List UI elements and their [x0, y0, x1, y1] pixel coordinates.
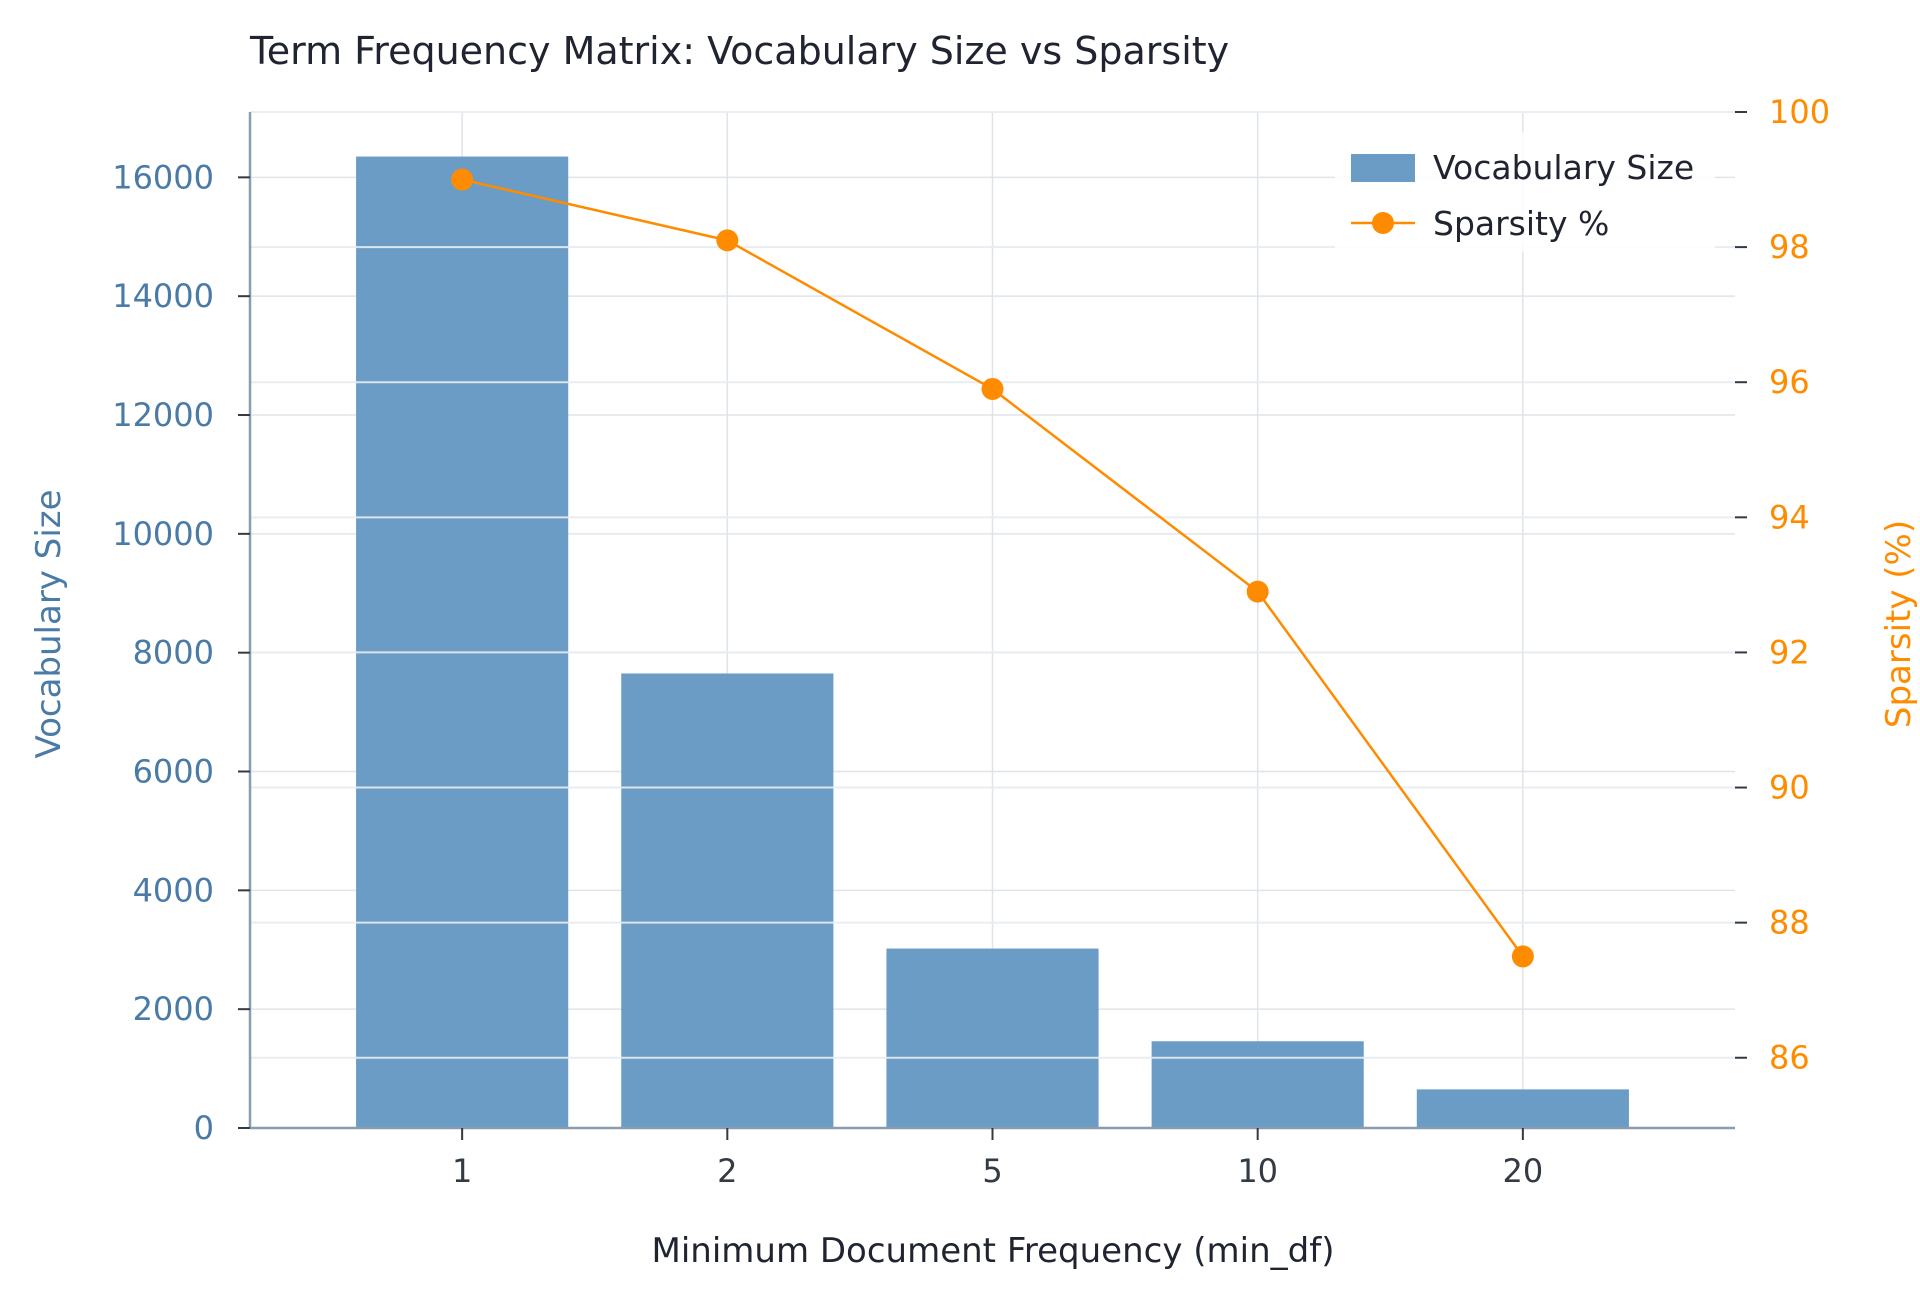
y-tick-label-left: 6000 [133, 753, 214, 791]
y-tick-label-right: 94 [1769, 498, 1810, 536]
y-tick-label-left: 16000 [112, 158, 214, 196]
y-tick-label-left: 4000 [133, 871, 214, 909]
sparsity-point [716, 229, 739, 252]
y-tick-label-left: 0 [194, 1109, 214, 1147]
y-axis-title-left: Vocabulary Size [29, 489, 69, 758]
bar-vocabulary-size [621, 673, 834, 1128]
y-tick-label-right: 88 [1769, 904, 1810, 942]
x-tick-label: 2 [717, 1152, 737, 1190]
y-tick-label-right: 98 [1769, 228, 1810, 266]
y-tick-label-right: 100 [1769, 93, 1830, 131]
legend-label-sparsity: Sparsity % [1433, 204, 1609, 243]
sparsity-point [1246, 580, 1269, 603]
x-tick-label: 10 [1237, 1152, 1278, 1190]
legend: Vocabulary Size Sparsity % [1335, 132, 1715, 252]
legend-background [1335, 132, 1715, 252]
y-tick-label-left: 8000 [133, 634, 214, 672]
bar-layer [356, 156, 1629, 1128]
legend-label-vocabulary-size: Vocabulary Size [1433, 148, 1694, 187]
x-axis-title: Minimum Document Frequency (min_df) [652, 1231, 1335, 1271]
bar-vocabulary-size [886, 948, 1099, 1128]
x-tick-label: 5 [982, 1152, 1002, 1190]
y-tick-label-right: 90 [1769, 769, 1810, 807]
bar-vocabulary-size [1416, 1089, 1629, 1128]
bar-vocabulary-size [356, 156, 569, 1128]
y-tick-label-right: 92 [1769, 633, 1810, 671]
bar-vocabulary-size [1151, 1041, 1364, 1128]
x-tick-label: 20 [1502, 1152, 1543, 1190]
legend-marker-sparsity [1372, 212, 1394, 234]
y-tick-label-left: 12000 [112, 396, 214, 434]
y-tick-label-right: 96 [1769, 363, 1810, 401]
y-tick-label-right: 86 [1769, 1039, 1810, 1077]
sparsity-point [1511, 945, 1534, 968]
x-tick-label: 1 [452, 1152, 472, 1190]
axis-layer: 0 2000 4000 6000 8000 10000 12000 14000 16000 86 8… [112, 93, 1830, 1190]
sparsity-point [981, 377, 1004, 400]
chart-title: Term Frequency Matrix: Vocabulary Size v… [249, 29, 1229, 73]
line-layer [451, 168, 1534, 968]
y-axis-title-right: Sparsity (%) [1879, 520, 1919, 728]
y-tick-label-left: 14000 [112, 277, 214, 315]
legend-swatch-vocabulary-size [1351, 154, 1415, 182]
sparsity-point [451, 168, 474, 191]
overlay-grid-layer [250, 111, 1735, 1059]
y-tick-label-left: 2000 [133, 990, 214, 1028]
y-tick-label-left: 10000 [112, 515, 214, 553]
